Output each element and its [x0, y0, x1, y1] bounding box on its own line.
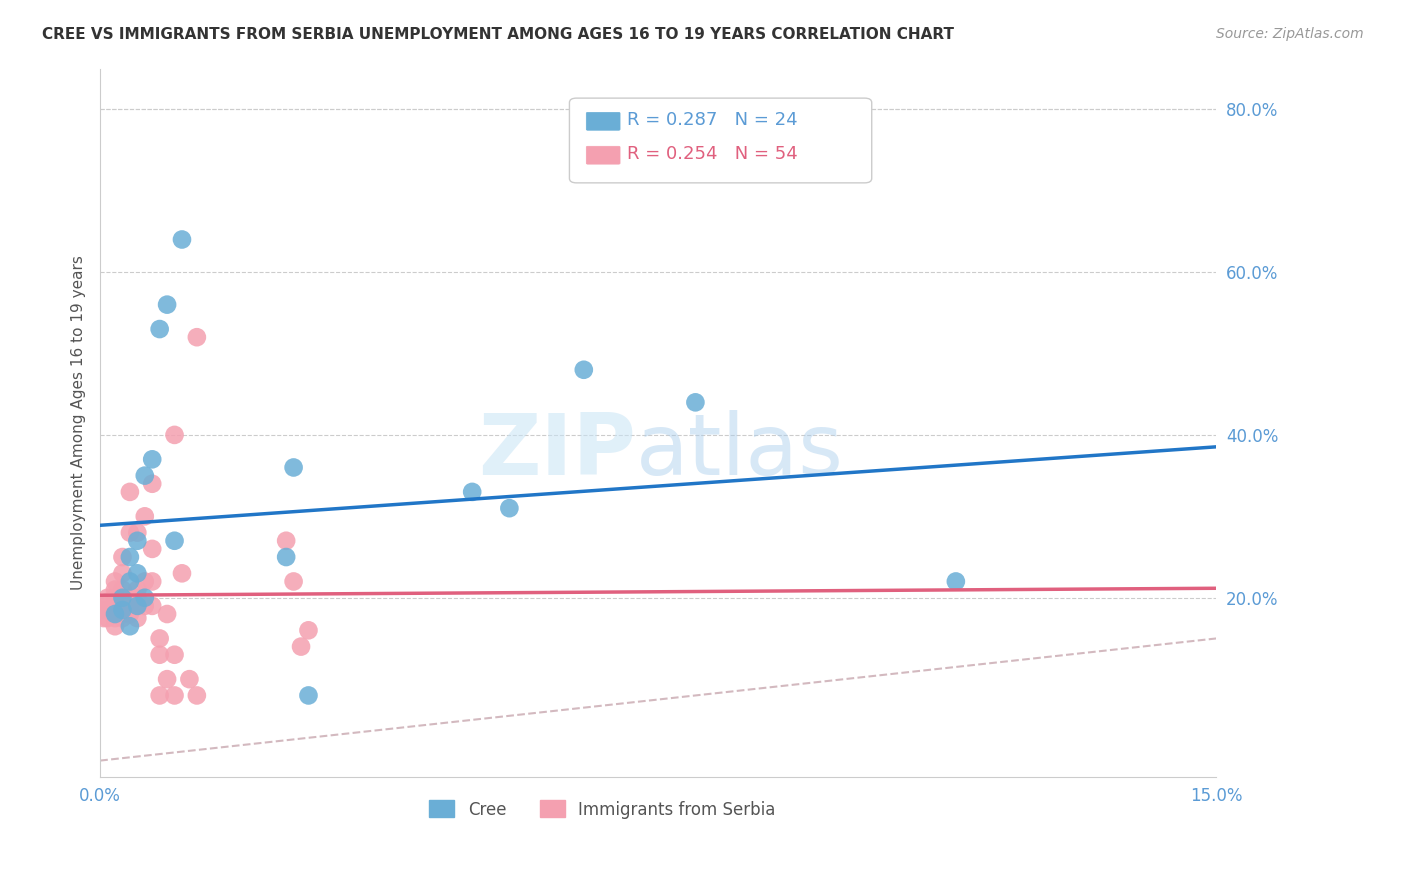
Point — [104, 619, 127, 633]
Point — [127, 582, 149, 597]
Point — [141, 452, 163, 467]
Y-axis label: Unemployment Among Ages 16 to 19 years: Unemployment Among Ages 16 to 19 years — [72, 255, 86, 591]
Point — [104, 603, 127, 617]
Point — [141, 541, 163, 556]
Point — [163, 533, 186, 548]
Point — [127, 525, 149, 540]
Point — [134, 574, 156, 589]
Point — [97, 611, 120, 625]
Point — [118, 619, 141, 633]
Point — [111, 566, 134, 581]
Point — [461, 484, 484, 499]
Point — [141, 574, 163, 589]
Text: Source: ZipAtlas.com: Source: ZipAtlas.com — [1216, 27, 1364, 41]
Point — [118, 574, 141, 589]
Point — [179, 672, 201, 686]
Text: CREE VS IMMIGRANTS FROM SERBIA UNEMPLOYMENT AMONG AGES 16 TO 19 YEARS CORRELATIO: CREE VS IMMIGRANTS FROM SERBIA UNEMPLOYM… — [42, 27, 955, 42]
Point — [186, 330, 208, 344]
Point — [134, 599, 156, 613]
Point — [111, 607, 134, 621]
Point — [118, 525, 141, 540]
Point — [118, 607, 141, 621]
Point — [118, 599, 141, 613]
Point — [127, 591, 149, 605]
Point — [170, 232, 193, 246]
Point — [156, 672, 179, 686]
Point — [149, 632, 172, 646]
Point — [111, 603, 134, 617]
Text: R = 0.287   N = 24: R = 0.287 N = 24 — [627, 112, 797, 129]
Point — [163, 689, 186, 703]
Point — [97, 595, 120, 609]
Point — [118, 549, 141, 564]
Text: R = 0.254   N = 54: R = 0.254 N = 54 — [627, 145, 797, 163]
Point — [111, 591, 134, 605]
Point — [93, 611, 115, 625]
Point — [572, 363, 595, 377]
Point — [141, 599, 163, 613]
Point — [156, 607, 179, 621]
Point — [134, 591, 156, 605]
Point — [127, 611, 149, 625]
Point — [97, 603, 120, 617]
Point — [290, 640, 312, 654]
Point — [127, 566, 149, 581]
Point — [498, 501, 520, 516]
Point — [149, 648, 172, 662]
Point — [104, 574, 127, 589]
Point — [127, 599, 149, 613]
Point — [134, 509, 156, 524]
Point — [104, 582, 127, 597]
Point — [945, 574, 967, 589]
Point — [104, 607, 127, 621]
Point — [111, 591, 134, 605]
Point — [111, 611, 134, 625]
Point — [104, 611, 127, 625]
Point — [163, 428, 186, 442]
Point — [111, 582, 134, 597]
Point — [118, 484, 141, 499]
Point — [97, 591, 120, 605]
Point — [186, 689, 208, 703]
Point — [104, 599, 127, 613]
Point — [156, 298, 179, 312]
Point — [297, 624, 319, 638]
Point — [685, 395, 707, 409]
Point — [104, 603, 127, 617]
Point — [276, 549, 298, 564]
Point — [170, 566, 193, 581]
Point — [141, 476, 163, 491]
Point — [111, 603, 134, 617]
Point — [149, 689, 172, 703]
Point — [283, 460, 305, 475]
Point — [163, 648, 186, 662]
Point — [283, 574, 305, 589]
Legend: Cree, Immigrants from Serbia: Cree, Immigrants from Serbia — [423, 794, 782, 825]
Point — [127, 599, 149, 613]
Point — [127, 533, 149, 548]
Point — [149, 322, 172, 336]
Text: atlas: atlas — [636, 409, 844, 492]
Point — [297, 689, 319, 703]
Point — [97, 603, 120, 617]
Point — [93, 603, 115, 617]
Point — [276, 533, 298, 548]
Text: ZIP: ZIP — [478, 409, 636, 492]
Point — [134, 468, 156, 483]
Point — [111, 549, 134, 564]
Point — [104, 591, 127, 605]
